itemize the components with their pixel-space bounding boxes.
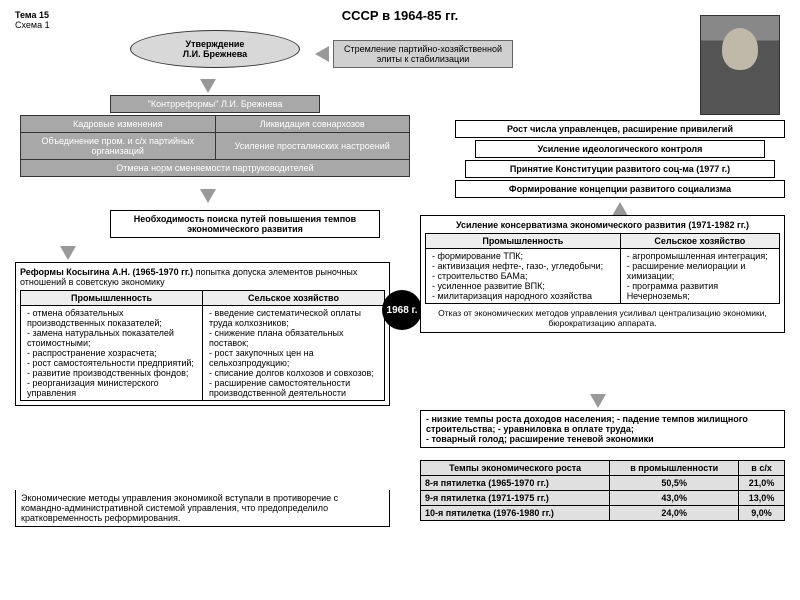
arrow-down-icon: [60, 246, 76, 260]
brezhnev-oval: Утверждение Л.И. Брежнева: [130, 30, 300, 68]
arrow-left-icon: [315, 46, 329, 62]
kosygin-agri-list: введение систематической оплаты труда ко…: [207, 308, 380, 398]
kosygin-footer: Экономические методы управления экономик…: [15, 490, 390, 527]
kosygin-industry-list: отмена обязательных производственных пок…: [25, 308, 198, 398]
year-circle: 1968 г.: [382, 290, 422, 330]
conserv-agri-list: агропромышленная интеграция; расширение …: [625, 251, 775, 301]
grid-table: Кадровые изменения Ликвидация совнархозо…: [20, 115, 410, 177]
counterreform-header: "Контрреформы" Л.И. Брежнева: [110, 95, 320, 113]
main-title: СССР в 1964-85 гг.: [0, 8, 800, 23]
kosygin-block: Реформы Косыгина А.Н. (1965-1970 гг.) по…: [15, 262, 390, 406]
necessity-box: Необходимость поиска путей повышения тем…: [110, 210, 380, 238]
elite-box: Стремление партийно-хозяйственной элиты …: [333, 40, 513, 68]
elite-row: Стремление партийно-хозяйственной элиты …: [315, 40, 513, 68]
conserv-industry-list: формирование ТПК; активизация нефте-, га…: [430, 251, 616, 301]
growth-table-wrap: Темпы экономического роста в промышленно…: [420, 460, 785, 521]
arrow-up-icon: [612, 202, 628, 216]
arrow-down-icon: [590, 394, 606, 408]
arrow-down-icon: [200, 189, 216, 203]
results-box: - низкие темпы роста доходов населения; …: [420, 410, 785, 448]
arrow-down-icon: [200, 79, 216, 93]
conserv-block: Усиление консерватизма экономического ра…: [420, 215, 785, 333]
portrait-image: [700, 15, 780, 115]
right-list: Рост числа управленцев, расширение приви…: [455, 120, 785, 220]
